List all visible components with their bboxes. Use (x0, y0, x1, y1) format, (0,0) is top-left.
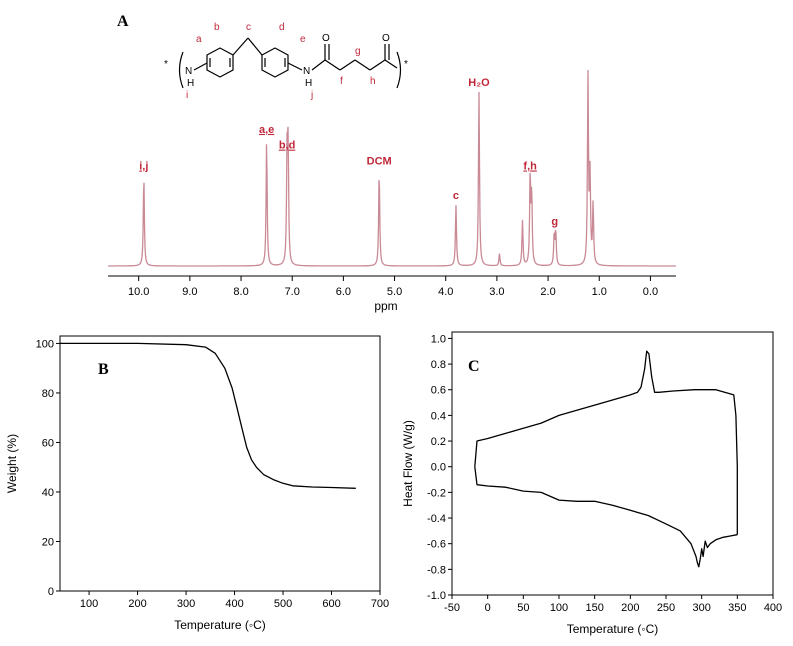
nmr-spectrum-line (108, 69, 676, 267)
tga-series-line (60, 342, 356, 489)
dsc-y-tick-label: -0.2 (427, 487, 446, 499)
dsc-series-line (474, 466, 738, 568)
tga-x-tick-label: 300 (177, 598, 195, 610)
tga-x-axis-label: Temperature (◦C) (174, 618, 266, 632)
dsc-x-axis-label: Temperature (◦C) (567, 622, 659, 636)
nmr-spectrum: 10.0 9.0 8.0 7.0 6.0 5.0 4.0 3.0 2.0 1.0 0.0 ppm i,j… (108, 69, 676, 313)
nmr-peak-annotation: DCM (367, 155, 392, 167)
svg-text:*: * (164, 59, 168, 70)
dsc-plot-frame (451, 331, 774, 596)
nmr-tick-label: 10.0 (128, 286, 149, 298)
svg-text:N: N (185, 66, 192, 77)
nmr-tick-label: 6.0 (336, 286, 351, 298)
dsc-x-tick-label: 200 (621, 602, 639, 614)
dsc-y-tick-label: -0.4 (427, 513, 446, 525)
svg-text:j: j (310, 90, 313, 101)
dsc-x-tick-label: 350 (728, 602, 746, 614)
dsc-x-tick-label: 400 (764, 602, 782, 614)
tga-x-tick-label: 500 (274, 598, 292, 610)
panel-a-label: A (117, 13, 129, 30)
dsc-x-tick-label: 100 (550, 602, 568, 614)
dsc-y-tick-label: 0.4 (431, 410, 446, 422)
svg-text:f: f (340, 76, 343, 87)
svg-text:H: H (305, 78, 312, 89)
dsc-y-tick-label: 0.6 (431, 385, 446, 397)
dsc-y-tick-label: 1.0 (431, 333, 446, 345)
dsc-x-tick-label: 250 (657, 602, 675, 614)
panel-b-label: B (98, 361, 109, 378)
dsc-y-tick-label: 0.8 (431, 359, 446, 371)
nmr-peak-annotation: i,j (139, 161, 148, 173)
tga-y-tick-label: 80 (42, 388, 54, 400)
dsc-y-tick-label: -0.8 (427, 564, 446, 576)
tga-y-tick-label: 40 (42, 487, 54, 499)
nmr-peak-annotation: f,h (523, 161, 537, 173)
nmr-peak-annotation: b,d (279, 140, 296, 152)
tga-x-tick-label: 700 (371, 598, 389, 610)
tga-x-tick-label: 100 (80, 598, 98, 610)
tga-chart: 100 200 300 400 500 600 700 0 20 40 60 80 100 Tempera… (5, 335, 389, 632)
svg-text:h: h (370, 76, 376, 87)
tga-y-tick-label: 60 (42, 437, 54, 449)
nmr-peak-annotation: g (551, 216, 558, 228)
dsc-series-line (474, 350, 738, 535)
nmr-x-axis-label: ppm (374, 299, 397, 313)
tga-y-axis-label: Weight (%) (5, 434, 19, 493)
svg-text:N: N (303, 66, 310, 77)
nmr-tick-label: 2.0 (540, 286, 555, 298)
svg-text:g: g (355, 46, 361, 57)
dsc-y-axis-label: Heat Flow (W/g) (401, 420, 415, 507)
panel-c-label: C (468, 358, 480, 375)
tga-plot-frame (59, 335, 381, 592)
chemical-structure: * N H i a b c d e N H j O f g (164, 22, 408, 101)
nmr-tick-label: 3.0 (489, 286, 504, 298)
dsc-x-tick-label: 150 (585, 602, 603, 614)
dsc-y-tick-label: 0.2 (431, 436, 446, 448)
nmr-tick-label: 0.0 (643, 286, 658, 298)
svg-text:i: i (186, 90, 188, 101)
dsc-x-tick-label: -50 (444, 602, 460, 614)
svg-text:d: d (279, 22, 285, 33)
nmr-tick-label: 5.0 (387, 286, 402, 298)
svg-text:b: b (214, 22, 220, 33)
tga-y-tick-label: 0 (48, 586, 54, 598)
dsc-x-tick-label: 50 (517, 602, 529, 614)
svg-text:O: O (382, 33, 390, 44)
tga-x-tick-label: 200 (128, 598, 146, 610)
dsc-chart: -50 0 50 100 150 200 250 300 350 400 -1.0 -0.8 -0.6 -… (401, 331, 782, 636)
nmr-tick-label: 9.0 (182, 286, 197, 298)
svg-text:O: O (322, 33, 330, 44)
svg-text:e: e (300, 34, 306, 45)
dsc-y-tick-label: 0.0 (431, 462, 446, 474)
svg-text:*: * (404, 59, 408, 70)
nmr-tick-label: 1.0 (592, 286, 607, 298)
dsc-x-tick-label: 300 (692, 602, 710, 614)
nmr-tick-label: 7.0 (285, 286, 300, 298)
nmr-tick-label: 8.0 (233, 286, 248, 298)
dsc-x-tick-label: 0 (485, 602, 491, 614)
nmr-peak-annotation: c (453, 190, 459, 202)
nmr-peak-annotation: a,e (259, 124, 274, 136)
nmr-tick-label: 4.0 (438, 286, 453, 298)
nmr-peak-annotation: H₂O (468, 77, 490, 89)
tga-x-tick-label: 600 (322, 598, 340, 610)
svg-text:a: a (196, 34, 202, 45)
svg-text:H: H (187, 78, 194, 89)
tga-y-tick-label: 20 (42, 536, 54, 548)
dsc-y-tick-label: -0.6 (427, 539, 446, 551)
dsc-y-tick-label: -1.0 (427, 590, 446, 602)
tga-y-tick-label: 100 (36, 338, 54, 350)
svg-text:c: c (246, 22, 251, 33)
tga-x-tick-label: 400 (225, 598, 243, 610)
